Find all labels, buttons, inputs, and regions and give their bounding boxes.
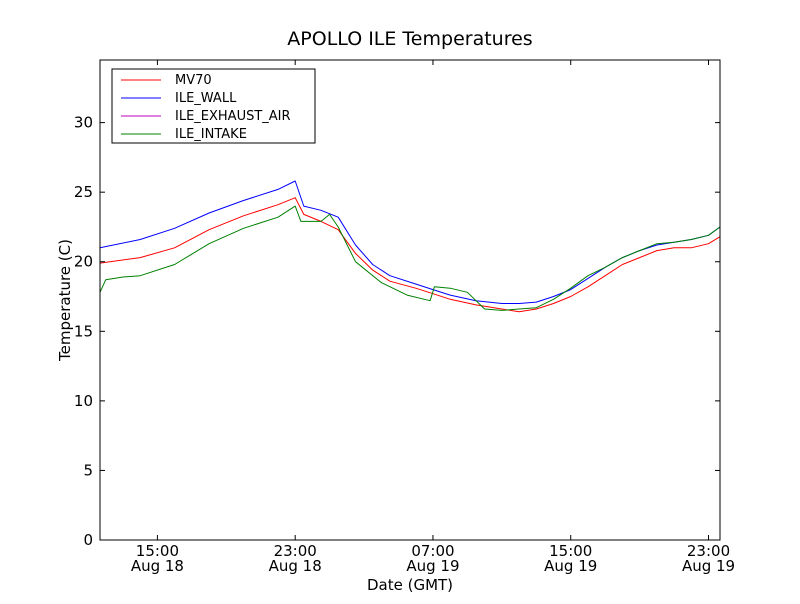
x-tick-label-date: Aug 18 xyxy=(131,557,184,575)
y-tick-label: 30 xyxy=(74,114,93,132)
y-tick-label: 25 xyxy=(74,183,93,201)
x-tick-label-date: Aug 18 xyxy=(269,557,322,575)
legend-box xyxy=(111,68,316,144)
y-tick-label: 20 xyxy=(74,253,93,271)
x-axis-label: Date (GMT) xyxy=(367,576,453,594)
y-tick-label: 0 xyxy=(83,531,93,549)
legend-label: ILE_WALL xyxy=(175,91,237,106)
chart-title: APOLLO ILE Temperatures xyxy=(287,28,532,50)
x-tick-label-time: 15:00 xyxy=(549,542,592,560)
y-axis-label: Temperature (C) xyxy=(56,239,74,362)
x-tick-label-time: 23:00 xyxy=(274,542,317,560)
series-line-ile-intake xyxy=(99,205,721,311)
x-tick-label-date: Aug 19 xyxy=(682,557,735,575)
legend: MV70 ILE_WALL ILE_EXHAUST_AIR ILE_INTAKE xyxy=(111,68,316,144)
series-layer xyxy=(99,180,721,313)
x-tick-label-time: 23:00 xyxy=(687,542,730,560)
x-tick-label-time: 07:00 xyxy=(411,542,454,560)
series-line-mv70 xyxy=(99,197,721,313)
x-tick-label-date: Aug 19 xyxy=(544,557,597,575)
x-tick-label-date: Aug 19 xyxy=(406,557,459,575)
legend-label: ILE_EXHAUST_AIR xyxy=(175,109,291,124)
y-tick-label: 15 xyxy=(74,322,93,340)
y-tick-label: 5 xyxy=(83,461,93,479)
x-tick-label-time: 15:00 xyxy=(136,542,179,560)
legend-label: MV70 xyxy=(175,73,212,88)
plot-frame xyxy=(99,59,721,541)
y-tick-label: 10 xyxy=(74,392,93,410)
legend-label: ILE_INTAKE xyxy=(175,127,247,142)
